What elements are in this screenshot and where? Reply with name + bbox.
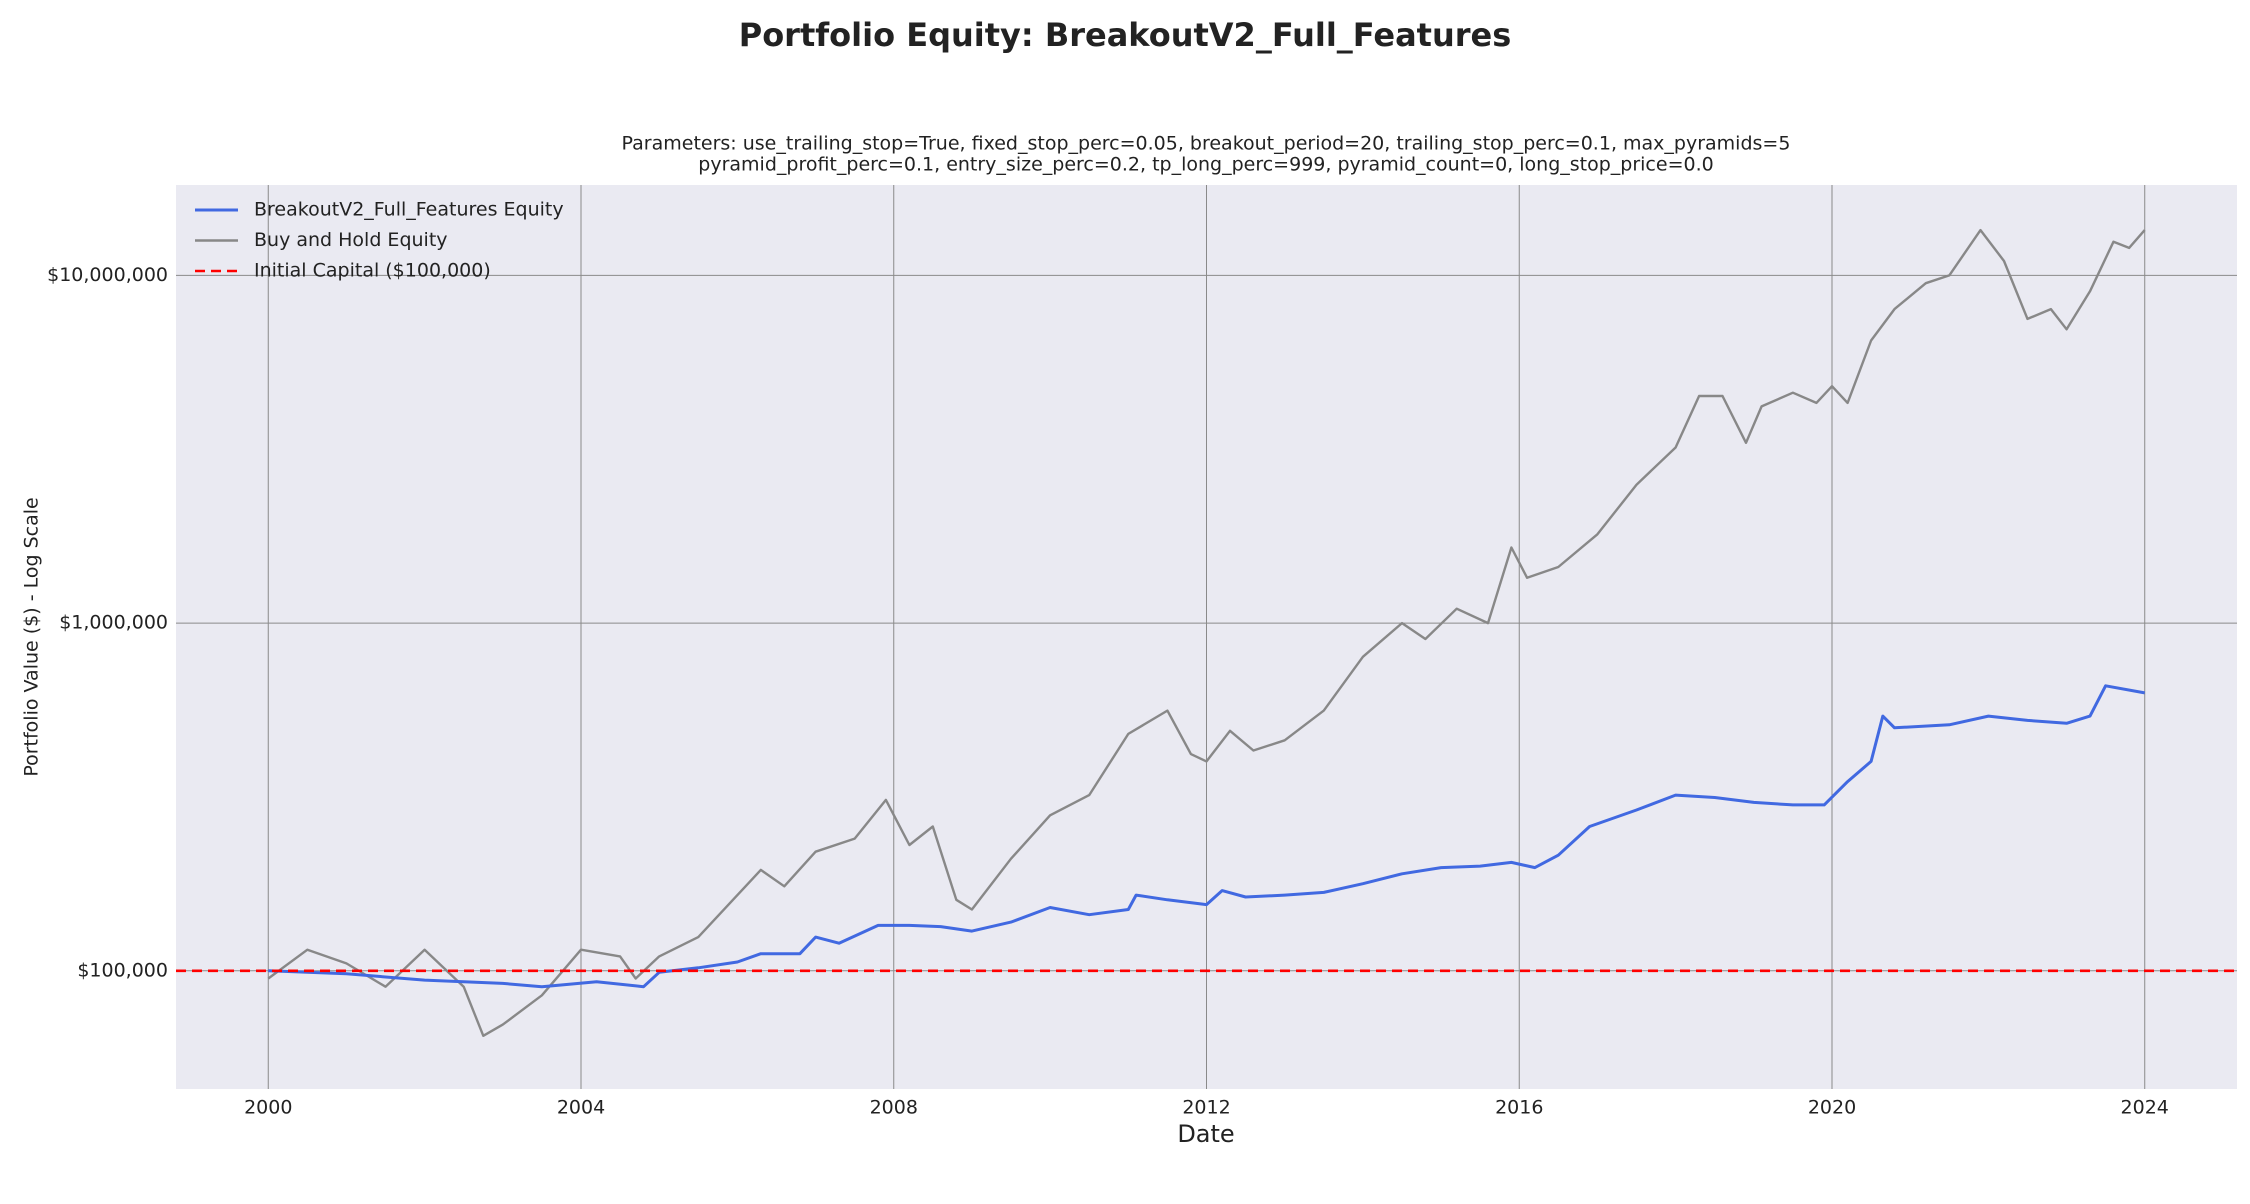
legend-label: Initial Capital ($100,000) xyxy=(254,260,491,282)
x-tick-label: 2000 xyxy=(244,1097,292,1119)
chart-subtitle: Parameters: use_trailing_stop=True, fixe… xyxy=(622,133,1791,155)
x-tick-label: 2004 xyxy=(557,1097,605,1119)
x-tick-label: 2016 xyxy=(1495,1097,1543,1119)
series-line xyxy=(267,228,2146,1037)
y-tick-label: $10,000,000 xyxy=(47,264,168,286)
x-tick-label: 2008 xyxy=(870,1097,918,1119)
y-axis-label: Portfolio Value ($) - Log Scale xyxy=(21,497,43,776)
y-tick-label: $1,000,000 xyxy=(59,612,168,634)
series-line xyxy=(268,684,2145,989)
x-axis-label: Date xyxy=(1177,1120,1234,1148)
x-tick-label: 2020 xyxy=(1808,1097,1856,1119)
legend-label: BreakoutV2_Full_Features Equity xyxy=(254,199,564,221)
x-tick-label: 2024 xyxy=(2121,1097,2169,1119)
x-tick-label: 2012 xyxy=(1182,1097,1230,1119)
chart-subtitle: pyramid_profit_perc=0.1, entry_size_perc… xyxy=(698,154,1713,176)
y-tick-label: $100,000 xyxy=(77,959,168,981)
chart-title: Portfolio Equity: BreakoutV2_Full_Featur… xyxy=(739,16,1512,54)
legend-label: Buy and Hold Equity xyxy=(254,229,448,251)
